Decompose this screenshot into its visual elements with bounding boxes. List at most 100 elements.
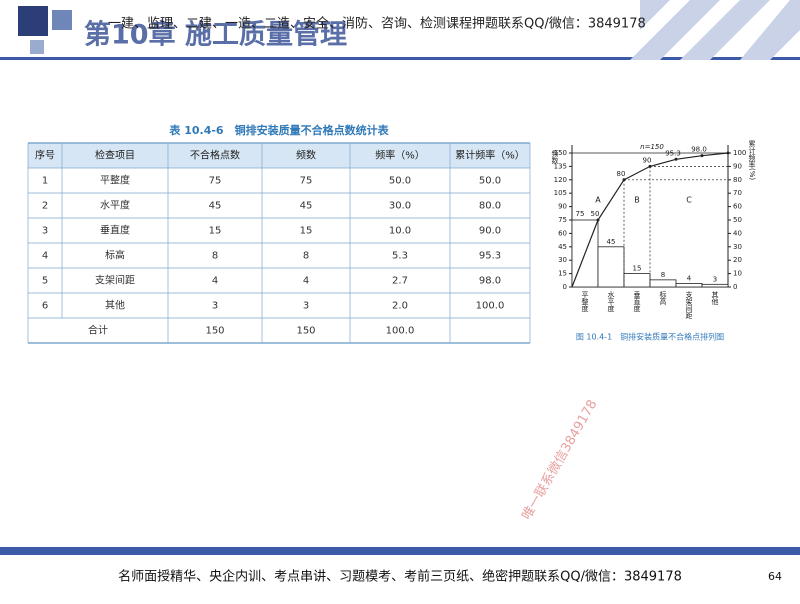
category-label: 水平度 (607, 290, 615, 313)
column-header: 频率（%） (375, 149, 425, 162)
zone-label: A (595, 196, 601, 205)
category-label: 标高 (659, 290, 667, 306)
table-cell: 50.0 (389, 176, 411, 187)
table-cell: 8 (303, 251, 309, 262)
category-label: 其他 (711, 291, 719, 306)
table-cell: 30.0 (389, 201, 411, 212)
bar (623, 273, 651, 288)
y2-tick-label: 100 (733, 149, 746, 157)
header-rule (0, 57, 800, 60)
table-cell: 100.0 (386, 326, 415, 337)
column-header: 不合格点数 (190, 149, 240, 162)
table-cell: 100.0 (476, 301, 505, 312)
y2-tick-label: 40 (733, 229, 742, 237)
table-header-bg (28, 143, 530, 168)
banner: 一建、监理、二建、一造、二造、安全、消防、咨询、检测课程押题联系QQ/微信：38… (108, 16, 646, 32)
table-cell: 45 (300, 201, 313, 212)
y-tick-label: 60 (558, 229, 567, 237)
footer-bar (0, 547, 800, 555)
y-tick-label: 30 (558, 256, 567, 264)
column-header: 检查项目 (95, 149, 135, 162)
n-label: n=150 (640, 143, 664, 151)
bar (597, 246, 625, 288)
table-cell: 合计 (88, 324, 108, 337)
figure-caption: 图 10.4-1 铜排安装质量不合格点排列图 (576, 332, 724, 342)
table-cell: 3 (212, 301, 218, 312)
table-cell: 50.0 (479, 176, 501, 187)
table-cell: 90.0 (479, 226, 501, 237)
y2-tick-label: 80 (733, 176, 742, 184)
table-cell: 3 (303, 301, 309, 312)
bar (649, 279, 677, 288)
table-cell: 75 (300, 176, 313, 187)
table-title: 表 10.4-6 铜排安装质量不合格点数统计表 (168, 123, 389, 137)
y-tick-label: 0 (563, 283, 567, 291)
table-cell: 4 (303, 276, 309, 287)
category-label: 平整度 (581, 291, 589, 313)
table-cell: 4 (42, 251, 48, 262)
column-header: 累计频率（%） (455, 149, 525, 162)
y-tick-label: 75 (558, 216, 567, 224)
y-tick-label: 150 (554, 149, 567, 157)
cumulative-label: 98.0 (691, 146, 707, 154)
bar (675, 283, 703, 288)
table-cell: 15 (209, 226, 222, 237)
table-cell: 15 (300, 226, 313, 237)
table-cell: 支架间距 (95, 274, 135, 287)
column-header: 序号 (35, 149, 55, 162)
bar-label: 8 (661, 271, 665, 279)
category-label: 支架间距 (685, 290, 693, 319)
table-cell: 标高 (105, 249, 125, 262)
deco-square (52, 10, 72, 30)
cumulative-label: 90 (643, 156, 652, 164)
deco-pattern (630, 0, 800, 60)
deco-square (30, 40, 44, 54)
table-cell: 150 (296, 326, 315, 337)
bar-label: 75 (576, 210, 585, 218)
table-cell: 98.0 (479, 276, 501, 287)
y-axis-label: 频数 (551, 149, 559, 165)
y2-tick-label: 10 (733, 270, 742, 278)
table-cell: 5 (42, 276, 48, 287)
bar-label: 3 (713, 275, 717, 283)
cumulative-label: 80 (617, 170, 626, 178)
y2-tick-label: 70 (733, 189, 742, 197)
zone-label: C (686, 196, 692, 205)
table-cell: 8 (212, 251, 218, 262)
y-tick-label: 135 (554, 162, 567, 170)
cumulative-label: 50 (591, 210, 600, 218)
table-cell: 6 (42, 301, 48, 312)
bar (701, 283, 729, 288)
watermark: 唯一联系微信3849178 (520, 397, 601, 522)
table-cell: 2 (42, 201, 48, 212)
category-label: 垂直度 (633, 290, 641, 313)
table-cell: 2.7 (392, 276, 408, 287)
table-cell: 4 (212, 276, 218, 287)
zone-label: B (634, 196, 640, 205)
cumulative-label: 95.3 (665, 149, 681, 157)
y2-tick-label: 90 (733, 162, 742, 170)
cumulative-line (571, 152, 729, 288)
y2-tick-label: 0 (733, 283, 737, 291)
y2-tick-label: 20 (733, 256, 742, 264)
table-cell: 其他 (105, 299, 125, 312)
footer-text: 名师面授精华、央企内训、考点串讲、习题模考、考前三页纸、绝密押题联系QQ/微信：… (118, 569, 682, 585)
table-cell: 1 (42, 176, 48, 187)
bar-label: 45 (607, 238, 616, 246)
table-cell: 10.0 (389, 226, 411, 237)
table-cell: 水平度 (100, 199, 130, 212)
y-tick-label: 15 (558, 270, 567, 278)
page-number: 64 (768, 570, 782, 583)
table-cell: 2.0 (392, 301, 408, 312)
bar-label: 4 (687, 274, 692, 282)
table-cell: 75 (209, 176, 222, 187)
y2-tick-label: 50 (733, 216, 742, 224)
y-tick-label: 45 (558, 243, 567, 251)
bar-label: 15 (633, 265, 642, 273)
table-cell: 5.3 (392, 251, 408, 262)
table-cell: 80.0 (479, 201, 501, 212)
slide-title: 第10章 施工质量管理 (84, 19, 347, 51)
table-cell: 平整度 (100, 174, 130, 187)
y2-tick-label: 60 (733, 203, 742, 211)
